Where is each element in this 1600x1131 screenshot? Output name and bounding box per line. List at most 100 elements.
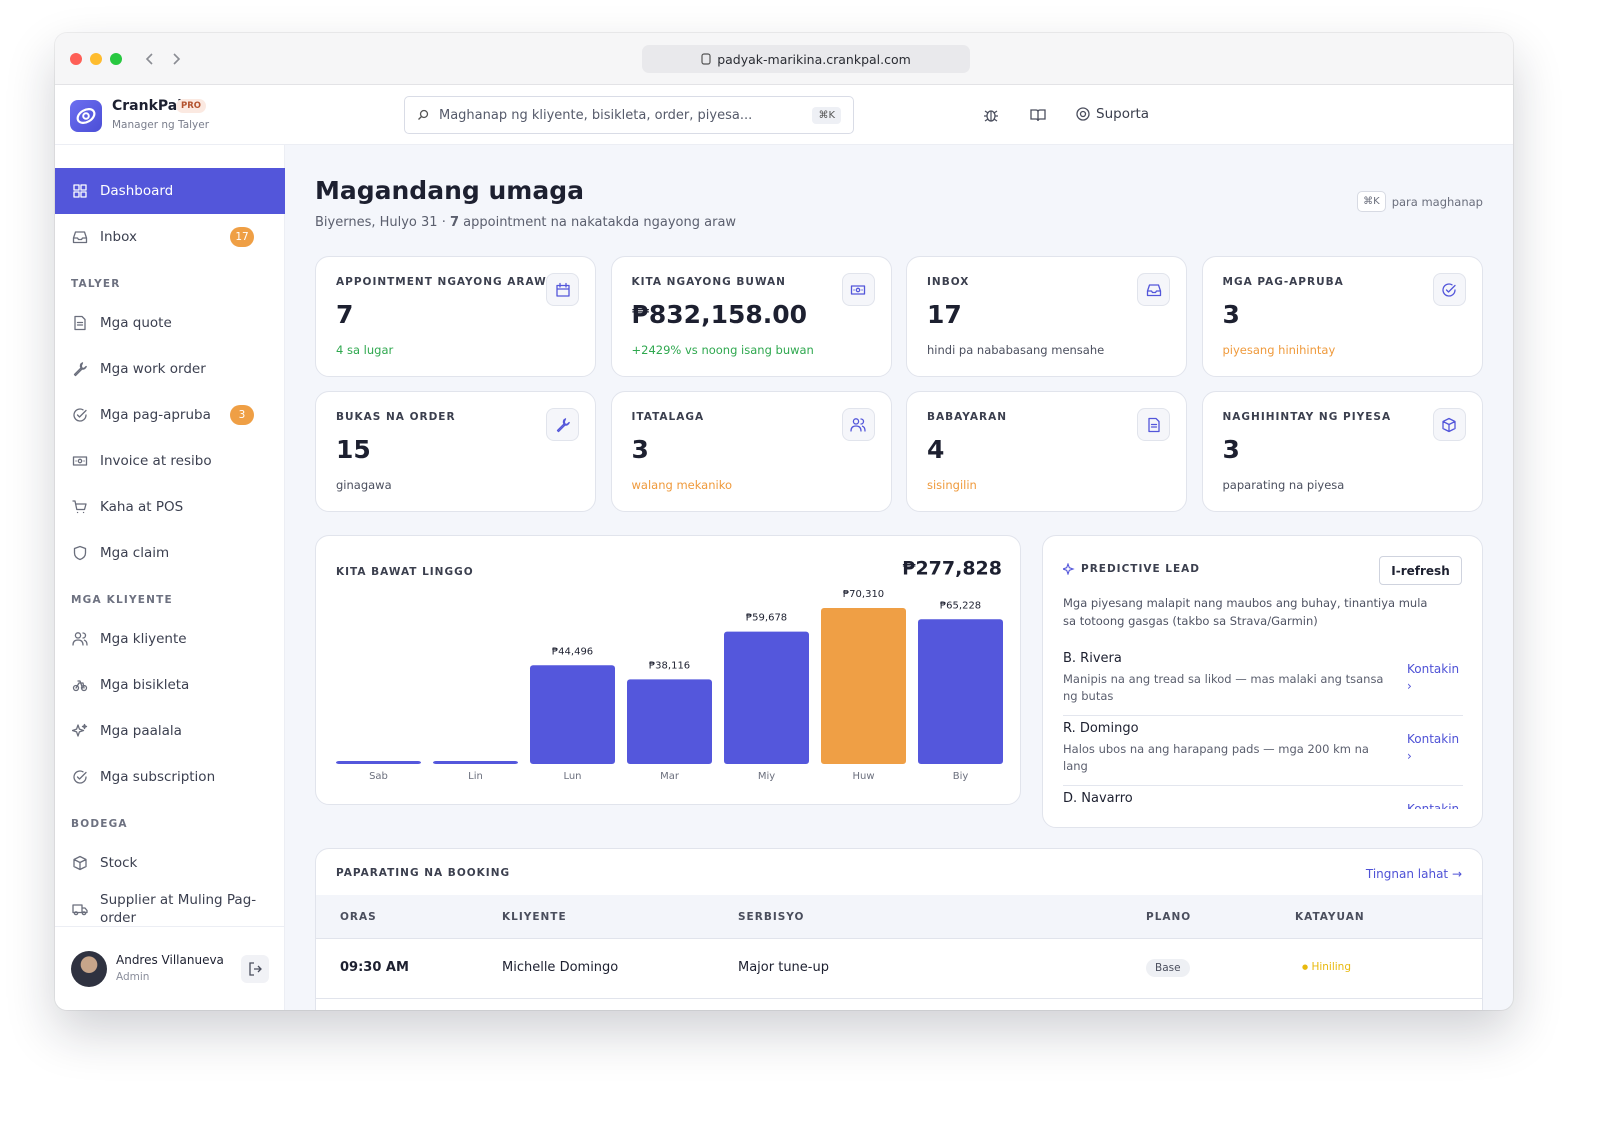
view-all-link[interactable]: Tingnan lahat → [1365, 867, 1462, 881]
logo [70, 100, 102, 132]
status-label: Hiniling [1311, 961, 1351, 973]
icon-path [850, 284, 866, 295]
bar [724, 631, 809, 764]
predictive-header: PREDICTIVE LEAD [1063, 563, 1200, 575]
support-link[interactable]: Suporta [1076, 106, 1149, 122]
bar-value-label: ₱44,496 [552, 646, 593, 657]
search-box[interactable]: Maghanap ng kliyente, bisikleta, order, … [404, 96, 854, 134]
nav-item[interactable]: Mga quote [55, 300, 285, 346]
nav-section-title: BODEGA [71, 818, 128, 830]
stat-value: 4 [927, 435, 945, 464]
user-panel: Andres Villanueva Admin [55, 926, 285, 1010]
nav-item[interactable]: Mga claim [55, 530, 285, 576]
zoom-button[interactable] [110, 53, 122, 65]
bar [918, 619, 1003, 764]
lead-name: B. Rivera [1063, 651, 1122, 666]
search-placeholder: Maghanap ng kliyente, bisikleta, order, … [439, 107, 753, 123]
brand-subtitle: Manager ng Talyer [112, 119, 210, 131]
booking-card: PAPARATING NA BOOKING Tingnan lahat → OR… [315, 848, 1483, 1010]
stat-card: KITA NGAYONG BUWAN ₱832,158.00 +2429% vs n… [610, 256, 892, 377]
lead-name: R. Domingo [1063, 721, 1139, 736]
booking-client: Michelle Domingo [502, 960, 619, 975]
table-row[interactable]: 09:30 AM Michelle Domingo Major tune-up … [316, 939, 1482, 999]
icon-path [73, 362, 87, 377]
nav-item[interactable]: Mga pag-apruba 3 [55, 392, 285, 438]
stat-label: BABAYARAN [927, 411, 1007, 423]
stat-value: 3 [1222, 300, 1240, 329]
nav-item[interactable]: Mga paalala [55, 708, 285, 754]
icon [1442, 417, 1456, 432]
nav-item[interactable]: Mga bisikleta [55, 662, 285, 708]
predictive-title: PREDICTIVE LEAD [1081, 563, 1201, 575]
icon [73, 184, 87, 198]
x-tick-label: Lun [563, 771, 581, 782]
lead-info: D. Navarro [1063, 791, 1133, 809]
stat-note: +2429% vs noong isang buwan [631, 343, 814, 357]
icon [556, 417, 570, 432]
stat-note: 4 sa lugar [336, 343, 394, 357]
booking-title: PAPARATING NA BOOKING [336, 867, 511, 879]
predictive-description: Mga piyesang malapit nang maubos ang buh… [1063, 596, 1428, 628]
lead-action[interactable]: Kontakin › [1407, 662, 1460, 693]
lead-row: B. Rivera Manipis na ang tread sa likod —… [1063, 646, 1463, 716]
nav-label: Inbox [100, 229, 137, 245]
nav-section-title: MGA KLIYENTE [71, 594, 173, 606]
page-icon [701, 53, 711, 65]
refresh-button[interactable]: I-refresh [1379, 556, 1462, 585]
column-header: SERBISYO [738, 911, 805, 923]
x-tick-label: Miy [758, 771, 775, 782]
stat-icon [1432, 273, 1466, 306]
nav-label: Mga paalala [100, 723, 182, 739]
icon [1146, 283, 1161, 296]
stat-label: APPOINTMENT NGAYONG ARAW [336, 276, 547, 288]
user-name: Andres Villanueva [116, 953, 224, 967]
stat-value: 15 [336, 435, 371, 464]
column-header: PLANO [1146, 911, 1192, 923]
bar-value-label: ₱38,116 [649, 660, 690, 671]
nav-item[interactable]: Stock [55, 840, 285, 886]
icon-path [74, 315, 86, 331]
nav-label: Mga kliyente [100, 631, 187, 647]
icon-path [72, 723, 88, 737]
stat-value: 7 [336, 300, 354, 329]
docs-icon[interactable] [1030, 107, 1046, 123]
icon [73, 408, 87, 422]
nav-label: Stock [100, 855, 138, 871]
stat-value: 3 [1222, 435, 1240, 464]
nav-item[interactable]: Dashboard [55, 168, 285, 214]
stat-note: piyesang hinihintay [1222, 343, 1336, 357]
chart-title: KITA BAWAT LINGGO [336, 566, 474, 578]
stat-icon [841, 273, 875, 306]
greeting-subtitle: Biyernes, Hulyo 31 · 7 appointment na na… [315, 215, 736, 230]
icon-path [1442, 282, 1456, 297]
x-tick-label: Biy [953, 771, 969, 782]
nav-arrows[interactable] [144, 52, 184, 66]
stat-card: APPOINTMENT NGAYONG ARAW 7 4 sa lugar [315, 256, 596, 377]
address-bar[interactable]: padyak-marikina.crankpal.com [642, 45, 970, 73]
minimize-button[interactable] [90, 53, 102, 65]
x-tick-label: Sab [369, 771, 388, 782]
stat-label: NAGHIHINTAY NG PIYESA [1222, 411, 1392, 423]
nav-item[interactable]: Invoice at resibo [55, 438, 285, 484]
lead-action[interactable]: Kontakin › [1407, 732, 1460, 763]
nav-label: Mga claim [100, 545, 170, 561]
bug-icon[interactable] [983, 107, 999, 123]
nav-item[interactable]: Supplier at Muling Pag-order [55, 886, 285, 926]
logout-button[interactable] [241, 955, 269, 983]
lead-action[interactable]: Kontakin › [1407, 802, 1460, 809]
close-button[interactable] [70, 53, 82, 65]
nav-item[interactable]: Mga kliyente [55, 616, 285, 662]
stat-icon [546, 273, 579, 306]
nav-label: Mga bisikleta [100, 677, 190, 693]
icon [1442, 282, 1456, 297]
icon [72, 680, 88, 692]
shortcut-key: ⌘K [1357, 191, 1386, 212]
hint-text: para maghanap [1391, 194, 1483, 209]
app-header: CrankPal PRO Manager ng Talyer Maghanap … [55, 85, 1513, 145]
nav-item[interactable]: Kaha at POS [55, 484, 285, 530]
nav-item[interactable]: Mga subscription [55, 754, 285, 800]
bar [821, 608, 906, 764]
lead-info: B. Rivera Manipis na ang tread sa likod —… [1063, 651, 1393, 705]
nav-item[interactable]: Mga work order [55, 346, 285, 392]
nav-item[interactable]: Inbox 17 [55, 214, 285, 260]
